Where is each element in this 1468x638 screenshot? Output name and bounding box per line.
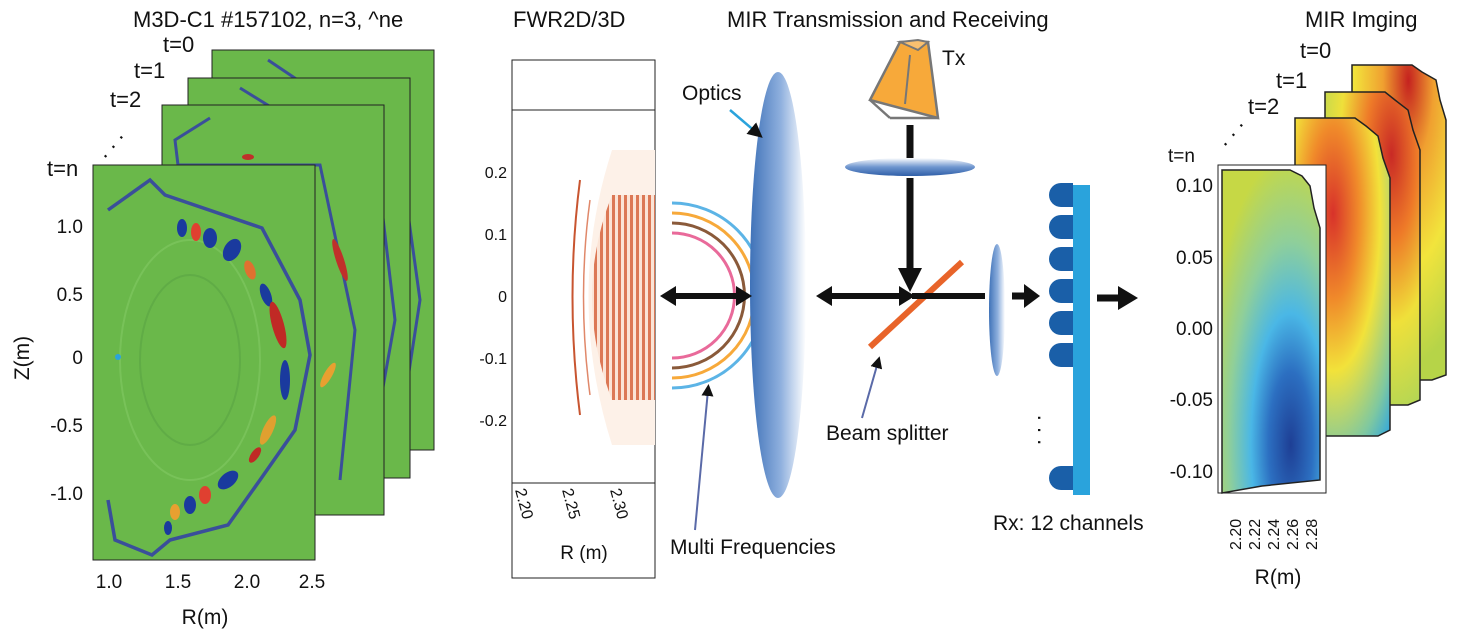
m3d-ytick: 0	[72, 348, 83, 369]
imaging-yticks: 0.10 0.05 0.00 -0.05 -0.10	[1170, 176, 1213, 483]
rx-lens	[989, 244, 1005, 376]
m3d-panel: M3D-C1 #157102, n=3, ^ne	[11, 7, 435, 629]
imaging-dots: . . .	[1209, 111, 1248, 150]
m3d-xtick: 2.0	[234, 572, 260, 593]
imaging-xtick: 2.24	[1266, 519, 1283, 550]
m3d-label-tn: t=n	[47, 156, 78, 181]
imaging-xtick: 2.20	[1228, 519, 1245, 550]
fwr-panel: FWR2D/3D 0.2 0.1 0 -0.1 -0.2 2.20 2.25 2…	[479, 7, 656, 579]
imaging-label-t0: t=0	[1300, 38, 1331, 63]
imaging-ytick: 0.05	[1176, 248, 1213, 269]
m3d-dots: . . .	[89, 123, 128, 162]
fwr-xlabel: R (m)	[560, 543, 607, 564]
imaging-panel: MIR Imging t=0 t=1 t=2 t=n . . . 0.10 0.…	[1168, 7, 1447, 589]
imaging-frame-tn	[1217, 164, 1327, 494]
fwr-wave-field	[571, 150, 655, 445]
beam-splitter	[867, 259, 965, 350]
imaging-ytick: -0.05	[1170, 390, 1213, 411]
imaging-title: MIR Imging	[1305, 7, 1417, 32]
m3d-ylabel: Z(m)	[11, 336, 34, 380]
rx-dots: . . .	[1033, 415, 1058, 446]
m3d-xticks: 1.0 1.5 2.0 2.5	[96, 572, 325, 593]
m3d-label-t1: t=1	[134, 58, 165, 83]
beam-splitter-label: Beam splitter	[826, 422, 949, 445]
fwr-ytick: -0.1	[479, 351, 507, 368]
imaging-xticks: 2.20 2.22 2.24 2.26 2.28	[1228, 519, 1321, 550]
double-arrow-left	[660, 286, 752, 306]
fwr-ytick: 0.1	[485, 227, 507, 244]
m3d-yticks: 1.0 0.5 0 -0.5 -1.0	[50, 217, 83, 505]
optics-pointer	[729, 109, 763, 138]
rx-array	[1049, 183, 1090, 495]
fwr-ytick: 0.2	[485, 165, 507, 182]
fwr-ytick: 0	[498, 289, 507, 306]
m3d-xtick: 2.5	[299, 572, 325, 593]
imaging-ytick: 0.00	[1176, 319, 1213, 340]
m3d-ytick: -0.5	[50, 416, 83, 437]
mir-panel: MIR Transmission and Receiving Optics	[660, 7, 1144, 559]
m3d-title: M3D-C1 #157102, n=3, ^ne	[133, 7, 403, 32]
m3d-ytick: 1.0	[57, 217, 83, 238]
fwr-yticks: 0.2 0.1 0 -0.1 -0.2	[479, 165, 507, 430]
imaging-ytick: 0.10	[1176, 176, 1213, 197]
m3d-ytick: -1.0	[50, 484, 83, 505]
optics-label: Optics	[682, 82, 742, 105]
imaging-xtick: 2.26	[1285, 519, 1302, 550]
m3d-frame-tn	[92, 164, 316, 561]
imaging-xtick: 2.22	[1247, 519, 1264, 550]
mir-title: MIR Transmission and Receiving	[727, 7, 1049, 32]
m3d-label-t2: t=2	[110, 87, 141, 112]
multi-frequencies-pointer	[694, 384, 714, 531]
imaging-label-tn: t=n	[1168, 146, 1195, 167]
m3d-xtick: 1.0	[96, 572, 122, 593]
m3d-xlabel: R(m)	[182, 606, 229, 629]
imaging-label-t1: t=1	[1276, 68, 1307, 93]
tx-label: Tx	[942, 47, 966, 70]
imaging-xlabel: R(m)	[1255, 566, 1302, 589]
fwr-title: FWR2D/3D	[513, 7, 625, 32]
imaging-xtick: 2.28	[1304, 519, 1321, 550]
double-arrow-right	[816, 286, 915, 306]
beam-splitter-pointer	[861, 356, 883, 419]
rx-arrow	[1012, 284, 1040, 308]
imaging-label-t2: t=2	[1248, 94, 1279, 119]
rx-label: Rx: 12 channels	[993, 512, 1144, 535]
tx-beam-arrow	[898, 125, 922, 292]
m3d-ytick: 0.5	[57, 285, 83, 306]
m3d-label-t0: t=0	[163, 32, 194, 57]
imaging-ytick: -0.10	[1170, 462, 1213, 483]
tx-horn-icon	[868, 38, 940, 120]
optics-lens	[750, 72, 806, 498]
m3d-xtick: 1.5	[165, 572, 191, 593]
tx-lens	[845, 158, 975, 176]
imaging-arrow	[1097, 286, 1138, 310]
fwr-ytick: -0.2	[479, 413, 507, 430]
multi-frequencies-label: Multi Frequencies	[670, 536, 836, 559]
